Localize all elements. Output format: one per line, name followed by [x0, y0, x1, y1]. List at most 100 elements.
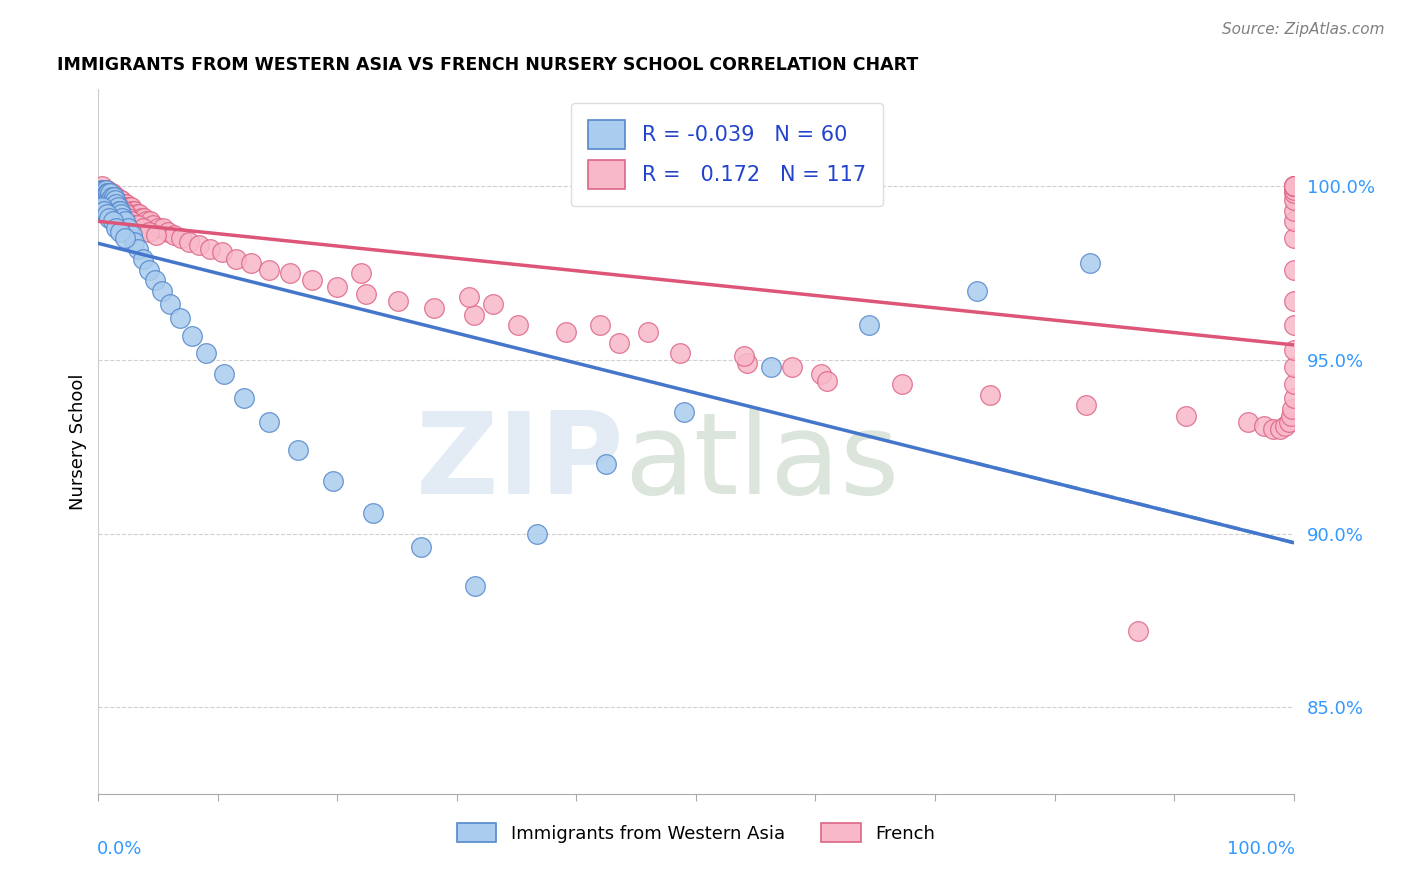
Point	[108, 225, 131, 239]
Point	[124, 203, 146, 218]
Point	[104, 190, 127, 204]
Point	[117, 221, 139, 235]
Point	[278, 266, 301, 280]
Point	[1175, 409, 1198, 423]
Point	[103, 194, 125, 208]
Point	[115, 207, 138, 221]
Point	[139, 214, 162, 228]
Point	[1128, 624, 1150, 638]
Point	[259, 416, 281, 430]
Point	[98, 186, 121, 201]
Point	[212, 367, 235, 381]
Point	[94, 183, 117, 197]
Point	[91, 179, 114, 194]
Point	[98, 186, 122, 201]
Point	[464, 579, 486, 593]
Point	[112, 196, 135, 211]
Point	[107, 194, 129, 208]
Point	[96, 186, 118, 201]
Point	[1278, 416, 1301, 430]
Point	[114, 214, 136, 228]
Point	[103, 196, 125, 211]
Point	[1282, 318, 1305, 333]
Point	[118, 200, 141, 214]
Point	[159, 297, 181, 311]
Point	[93, 203, 115, 218]
Point	[179, 235, 201, 249]
Point	[138, 262, 160, 277]
Point	[121, 203, 143, 218]
Point	[187, 238, 209, 252]
Point	[387, 293, 409, 308]
Point	[1282, 179, 1305, 194]
Point	[150, 284, 173, 298]
Point	[98, 211, 121, 225]
Point	[890, 377, 912, 392]
Point	[101, 214, 124, 228]
Text: ZIP: ZIP	[416, 407, 624, 518]
Point	[1282, 377, 1305, 392]
Point	[101, 194, 124, 208]
Point	[105, 221, 128, 235]
Point	[1281, 401, 1303, 416]
Point	[121, 227, 143, 242]
Point	[233, 391, 256, 405]
Point	[287, 443, 309, 458]
Point	[423, 301, 446, 315]
Point	[1282, 179, 1305, 194]
Point	[97, 186, 120, 201]
Text: atlas: atlas	[624, 407, 900, 518]
Point	[114, 231, 136, 245]
Point	[1282, 179, 1305, 194]
Point	[111, 211, 134, 225]
Point	[91, 183, 114, 197]
Text: Source: ZipAtlas.com: Source: ZipAtlas.com	[1222, 22, 1385, 37]
Point	[1282, 391, 1305, 405]
Point	[103, 190, 125, 204]
Point	[411, 541, 433, 555]
Point	[98, 186, 122, 201]
Point	[163, 227, 186, 242]
Point	[101, 190, 124, 204]
Point	[93, 186, 115, 201]
Point	[1282, 179, 1305, 194]
Point	[1274, 418, 1296, 433]
Point	[301, 273, 323, 287]
Point	[127, 218, 149, 232]
Point	[117, 211, 139, 225]
Point	[112, 203, 135, 218]
Point	[458, 290, 481, 304]
Point	[111, 196, 134, 211]
Point	[595, 457, 617, 471]
Point	[93, 183, 115, 197]
Point	[94, 190, 117, 204]
Point	[761, 359, 783, 374]
Point	[858, 318, 880, 333]
Point	[91, 183, 114, 197]
Point	[91, 186, 114, 201]
Point	[127, 242, 149, 256]
Point	[169, 311, 191, 326]
Point	[108, 203, 131, 218]
Point	[100, 186, 122, 201]
Point	[107, 194, 129, 208]
Point	[170, 231, 193, 245]
Point	[815, 374, 838, 388]
Point	[1237, 416, 1260, 430]
Point	[673, 405, 696, 419]
Point	[143, 273, 166, 287]
Point	[1253, 418, 1275, 433]
Point	[91, 183, 114, 197]
Point	[115, 200, 138, 214]
Point	[180, 328, 202, 343]
Point	[100, 194, 122, 208]
Point	[1282, 186, 1305, 201]
Point	[198, 242, 221, 256]
Point	[93, 183, 115, 197]
Point	[117, 200, 139, 214]
Point	[131, 221, 153, 235]
Point	[1282, 359, 1305, 374]
Point	[1080, 256, 1102, 270]
Point	[115, 196, 138, 211]
Point	[1282, 262, 1305, 277]
